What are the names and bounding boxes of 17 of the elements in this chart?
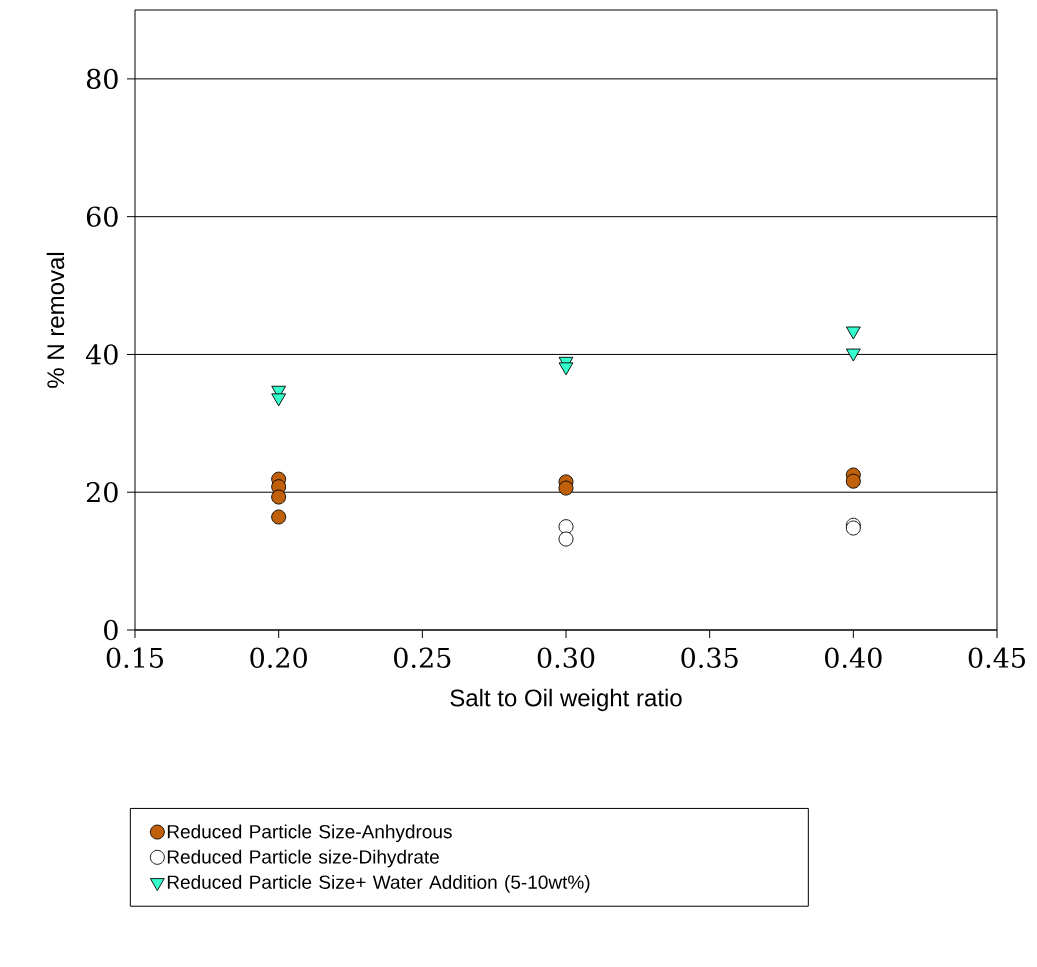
x-tick-label: 0.30 (537, 647, 595, 668)
legend-label: Reduced Particle size-Dihydrate (167, 849, 439, 868)
legend-label: Reduced Particle Size+ Water Addition (5-10wt%) (167, 874, 590, 893)
y-tick-label: 60 (86, 206, 118, 227)
y-axis-title: % N removal (46, 252, 65, 388)
y-tick-label: 40 (85, 344, 118, 365)
x-tick-label: 0.35 (681, 647, 738, 668)
y-tick-label: 0 (104, 619, 118, 641)
x-tick-label: 0.45 (968, 647, 1025, 668)
x-tick-label: 0.25 (394, 647, 451, 668)
x-tick-label: 0.15 (106, 647, 163, 668)
y-tick-label: 80 (86, 68, 118, 90)
y-tick-label: 20 (86, 482, 118, 503)
x-tick-label: 0.40 (825, 647, 882, 668)
x-axis-title: Salt to Oil weight ratio (450, 688, 682, 712)
x-tick-label: 0.20 (250, 647, 307, 668)
legend-label: Reduced Particle Size-Anhydrous (167, 824, 452, 843)
